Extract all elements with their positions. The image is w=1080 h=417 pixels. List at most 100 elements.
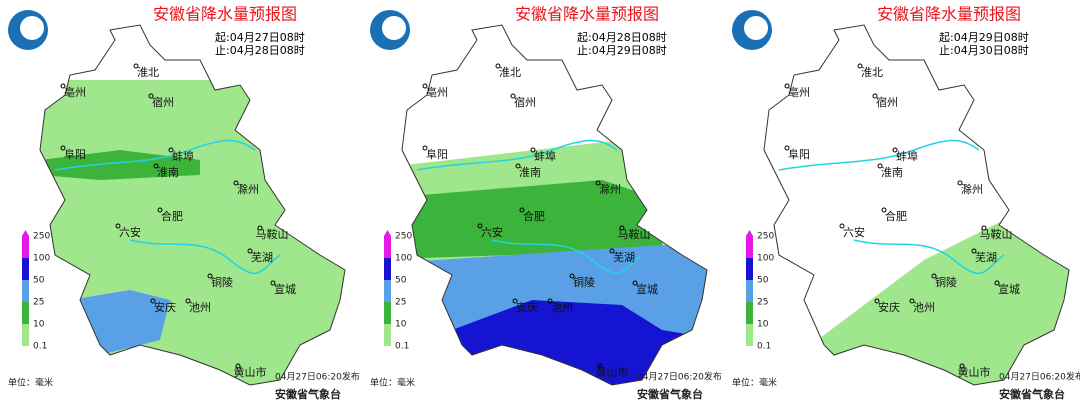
legend-label: 100 [33, 254, 50, 264]
city-dot [595, 180, 601, 186]
city-dot [784, 83, 790, 89]
legend-label: 25 [33, 298, 44, 308]
legend-label: 0.1 [757, 342, 771, 352]
legend-swatch [22, 236, 29, 258]
city-dot [235, 363, 241, 369]
city-dot [839, 223, 845, 229]
city-label: 芜湖 [251, 250, 273, 264]
city-dot [931, 273, 937, 279]
city-label: 蚌埠 [896, 149, 918, 163]
city-dot [994, 280, 1000, 286]
province-outline [39, 24, 346, 386]
city-label: 六安 [119, 225, 141, 239]
legend-swatch [384, 302, 391, 324]
city-label: 安庆 [154, 300, 176, 314]
city-dot [157, 207, 163, 213]
city-label: 宿州 [152, 95, 174, 109]
city-dot [153, 163, 159, 169]
city-dot [957, 180, 963, 186]
city-dot [270, 280, 276, 286]
legend-label: 10 [757, 320, 769, 330]
city-label: 阜阳 [426, 148, 448, 161]
city-label: 亳州 [788, 85, 810, 99]
city-label: 淮北 [499, 66, 521, 79]
city-label: 铜陵 [935, 275, 957, 289]
city-dot [247, 248, 253, 254]
city-dot [60, 145, 66, 151]
city-dot [971, 248, 977, 254]
release-time: 04月27日06:20发布 [275, 371, 360, 383]
organization: 安徽省气象台 [999, 387, 1065, 401]
city-dot [877, 163, 883, 169]
city-label: 池州 [551, 301, 573, 314]
city-label: 合肥 [885, 209, 907, 223]
start-time: 起:04月28日08时 [577, 31, 667, 44]
legend-swatch [384, 236, 391, 258]
city-label: 亳州 [426, 85, 448, 99]
city-label: 宣城 [636, 282, 658, 296]
legend-label: 10 [33, 320, 45, 330]
city-label: 淮北 [861, 66, 883, 79]
province-outline [401, 24, 708, 386]
logo-inner [744, 16, 768, 40]
city-dot [422, 145, 428, 151]
city-label: 蚌埠 [172, 149, 194, 163]
city-label: 黄山市 [958, 365, 991, 379]
city-dot [515, 163, 521, 169]
city-label: 铜陵 [211, 275, 233, 289]
legend-swatch [22, 280, 29, 302]
city-dot [185, 298, 191, 304]
city-label: 淮北 [137, 66, 159, 79]
legend-swatch [746, 302, 753, 324]
city-label: 淮南 [157, 166, 179, 179]
city-dot [60, 83, 66, 89]
organization: 安徽省气象台 [637, 387, 703, 401]
release-time: 04月27日06:20发布 [999, 371, 1080, 383]
legend-label: 250 [395, 232, 412, 242]
city-label: 亳州 [64, 85, 86, 99]
city-dot [619, 225, 625, 231]
legend-label: 50 [33, 276, 45, 286]
legend-label: 50 [395, 276, 407, 286]
title: 安徽省降水量预报图 [515, 5, 659, 24]
city-label: 安庆 [878, 300, 900, 314]
city-label: 宿州 [876, 95, 898, 109]
city-dot [784, 145, 790, 151]
city-dot [857, 63, 863, 69]
city-dot [959, 363, 965, 369]
city-dot [872, 93, 878, 99]
legend-swatch [22, 302, 29, 324]
legend-swatch [384, 324, 391, 346]
legend-swatch [384, 258, 391, 280]
title: 安徽省降水量预报图 [877, 5, 1021, 24]
legend-cap [746, 230, 753, 236]
legend-label: 10 [395, 320, 407, 330]
logo-inner [382, 16, 406, 40]
city-dot [168, 147, 174, 153]
city-dot [569, 273, 575, 279]
city-dot [133, 63, 139, 69]
city-label: 芜湖 [613, 250, 635, 264]
legend-swatch [22, 258, 29, 280]
city-label: 滁州 [599, 182, 621, 196]
city-label: 滁州 [237, 182, 259, 196]
legend-label: 25 [757, 298, 768, 308]
city-label: 阜阳 [64, 148, 86, 161]
unit-label: 单位：毫米 [8, 377, 53, 389]
legend-label: 250 [33, 232, 50, 242]
city-dot [609, 248, 615, 254]
city-label: 宣城 [998, 282, 1020, 296]
city-dot [115, 223, 121, 229]
city-dot [257, 225, 263, 231]
legend-label: 0.1 [33, 342, 47, 352]
city-label: 马鞍山 [618, 227, 651, 241]
city-dot [207, 273, 213, 279]
legend-label: 100 [395, 254, 412, 264]
city-label: 马鞍山 [980, 227, 1013, 241]
release-time: 04月27日06:20发布 [637, 371, 722, 383]
city-label: 池州 [913, 301, 935, 314]
city-dot [510, 93, 516, 99]
